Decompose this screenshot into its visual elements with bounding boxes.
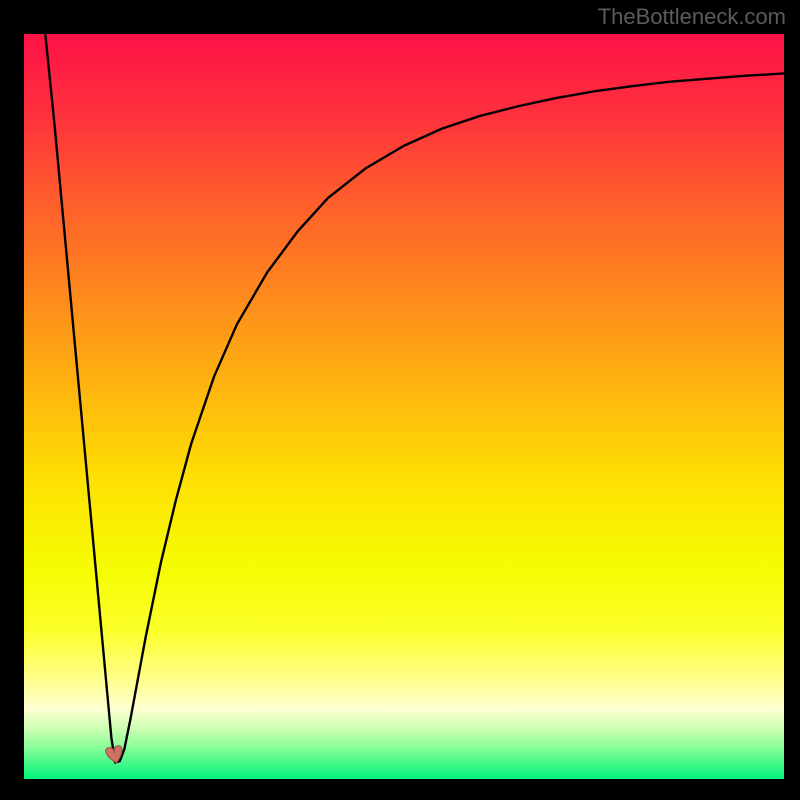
chart-container: TheBottleneck.com: [0, 0, 800, 800]
plot-area: [24, 34, 784, 779]
watermark-text: TheBottleneck.com: [598, 4, 786, 30]
plot-svg: [24, 34, 784, 779]
